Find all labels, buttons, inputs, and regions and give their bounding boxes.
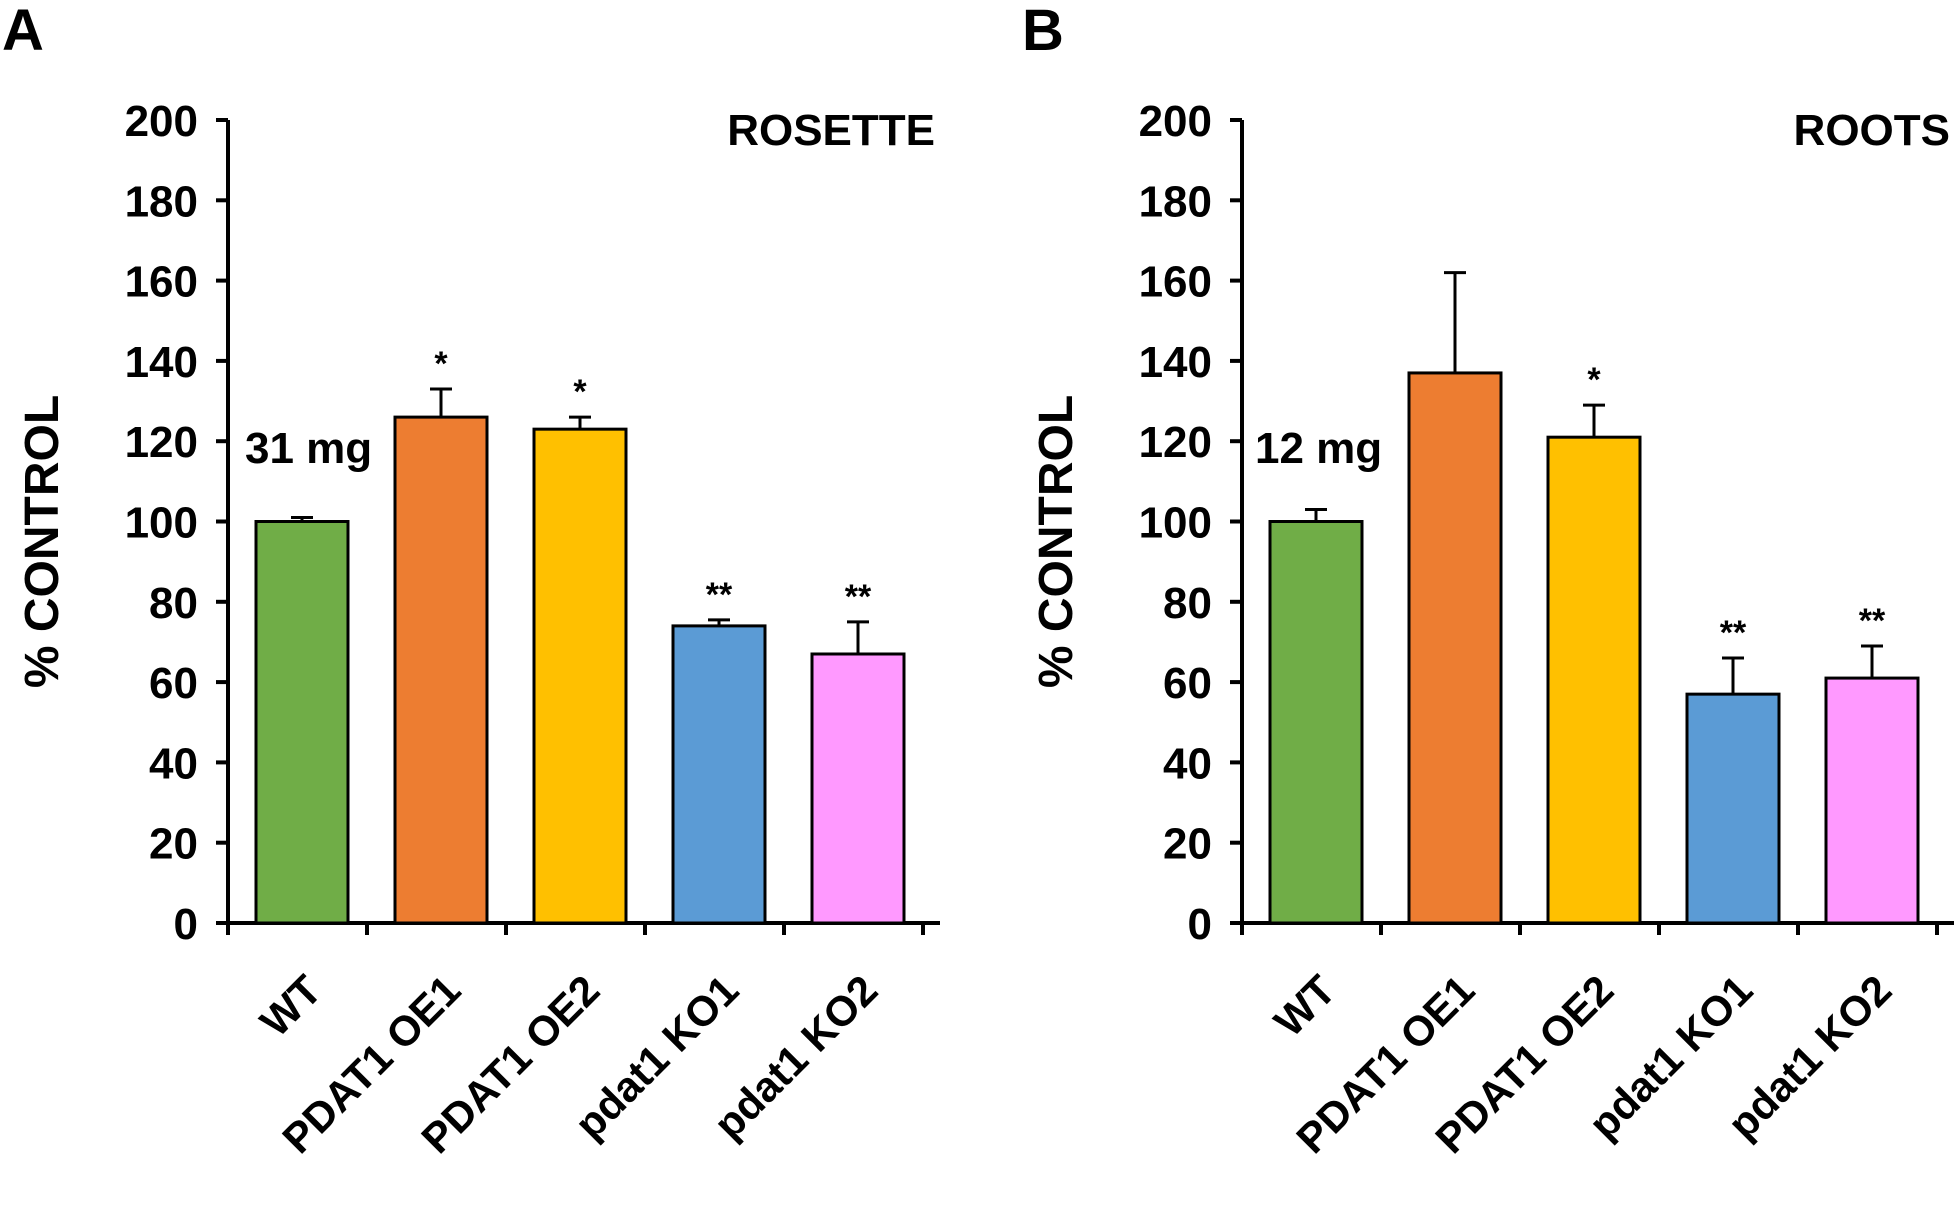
y-tick-label: 100 [125, 499, 198, 548]
bar [810, 652, 906, 925]
y-tick-label: 80 [1163, 579, 1212, 628]
panel-a: A ROSETTE % CONTROL 0 20 40 60 80 100 120 140 160 18… [2, 0, 940, 1162]
significance-marker: * [573, 373, 587, 411]
bar [1685, 692, 1781, 925]
significance-marker: ** [706, 576, 733, 614]
y-tick-label: 0 [1188, 900, 1212, 949]
bar [1546, 435, 1642, 925]
bar [1407, 371, 1503, 925]
significance-marker: ** [845, 578, 872, 616]
wt-mass-annotation: 12 mg [1255, 424, 1382, 473]
category-label: WT [1265, 966, 1345, 1046]
significance-marker: ** [1720, 614, 1747, 652]
y-tick-label: 140 [125, 338, 198, 387]
bar [1268, 520, 1364, 925]
y-axis-title: % CONTROL [16, 395, 69, 688]
y-tick-label: 200 [125, 97, 198, 146]
bar [1824, 676, 1920, 925]
panel-b: B ROOTS % CONTROL 0 20 40 60 80 100 120 140 160 180 2… [1022, 0, 1954, 1162]
y-tick-label: 100 [1139, 499, 1212, 548]
y-tick-label: 80 [149, 579, 198, 628]
y-tick-label: 20 [149, 820, 198, 869]
significance-marker: * [1587, 361, 1601, 399]
y-tick-label: 120 [1139, 418, 1212, 467]
significance-marker: * [434, 345, 448, 383]
panel-letter: B [1022, 0, 1064, 63]
bar [254, 520, 350, 925]
y-tick-label: 20 [1163, 820, 1212, 869]
y-tick-label: 40 [1163, 739, 1212, 788]
wt-mass-annotation: 31 mg [245, 424, 372, 473]
panel-letter: A [2, 0, 44, 63]
y-tick-label: 120 [125, 418, 198, 467]
y-tick-label: 140 [1139, 338, 1212, 387]
y-tick-label: 60 [149, 659, 198, 708]
bar [393, 415, 489, 925]
y-tick-label: 60 [1163, 659, 1212, 708]
y-axis-title: % CONTROL [1030, 395, 1083, 688]
y-tick-label: 40 [149, 739, 198, 788]
bar [671, 624, 767, 925]
y-tick-label: 180 [1139, 177, 1212, 226]
panel-title: ROOTS [1794, 106, 1950, 155]
y-tick-label: 180 [125, 177, 198, 226]
y-tick-label: 160 [1139, 258, 1212, 307]
y-tick-label: 200 [1139, 97, 1212, 146]
y-tick-label: 160 [125, 258, 198, 307]
bar [532, 427, 628, 925]
panel-title: ROSETTE [727, 106, 935, 155]
significance-marker: ** [1859, 602, 1886, 640]
category-label: WT [251, 966, 331, 1046]
y-tick-label: 0 [174, 900, 198, 949]
